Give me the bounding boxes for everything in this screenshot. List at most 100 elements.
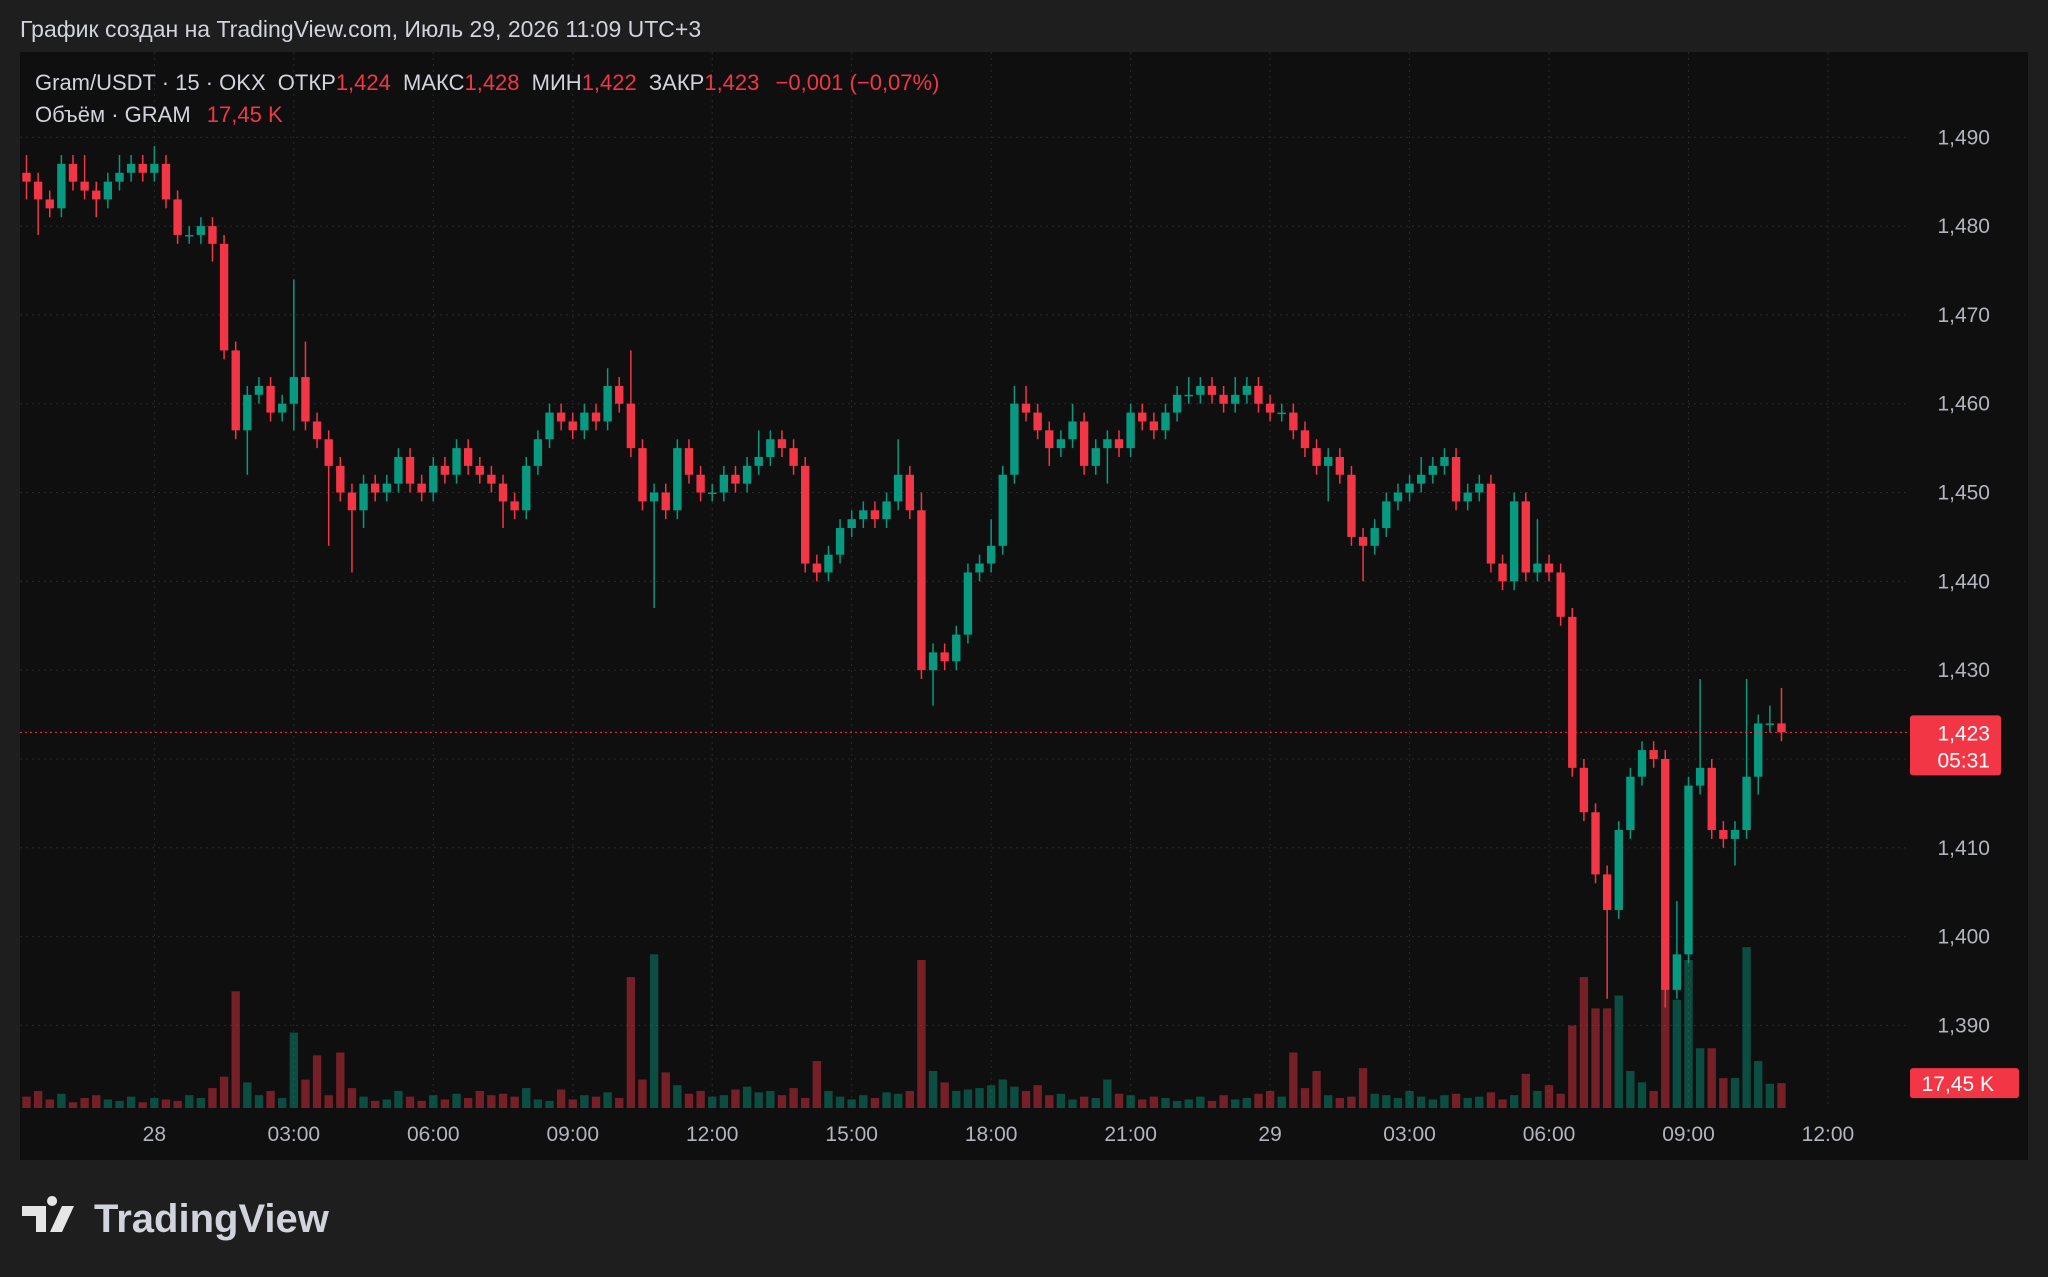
volume-bar — [22, 1096, 31, 1108]
volume-bar — [1358, 1068, 1368, 1108]
candle-body — [103, 181, 113, 200]
volume-bar — [1335, 1098, 1345, 1108]
candle-body — [1707, 767, 1716, 831]
volume-bar — [801, 1098, 810, 1108]
volume-bar — [824, 1090, 833, 1108]
candle-body — [940, 652, 949, 662]
candle-body — [1033, 412, 1042, 431]
volume-bar — [1324, 1095, 1333, 1108]
candle-body — [1335, 456, 1345, 475]
volume-bar — [1138, 1099, 1147, 1108]
candle-body — [1056, 439, 1066, 449]
volume-bar — [429, 1095, 438, 1108]
volume-bar — [138, 1102, 147, 1108]
low-value: 1,422 — [582, 70, 637, 95]
volume-bar — [80, 1098, 89, 1108]
volume-bar — [68, 1102, 78, 1108]
candle-body — [1010, 403, 1019, 475]
volume-bar — [1428, 1099, 1437, 1108]
volume-bar — [568, 1099, 577, 1108]
x-tick-label: 06:00 — [1523, 1123, 1576, 1146]
candle-body — [359, 483, 368, 511]
volume-bar — [789, 1088, 798, 1108]
volume-bar — [1672, 999, 1682, 1108]
candle-body — [1544, 563, 1554, 573]
candle-body — [475, 465, 484, 475]
volume-bar — [278, 1098, 287, 1108]
volume-bar — [975, 1088, 984, 1108]
volume-bar — [1533, 1090, 1542, 1108]
candle-body — [638, 448, 647, 502]
volume-bar — [1777, 1083, 1786, 1108]
candle-body — [405, 456, 415, 484]
volume-bar — [1730, 1078, 1740, 1108]
volume-bar — [475, 1090, 484, 1108]
candle-body — [1231, 394, 1240, 404]
candle-body — [1219, 394, 1228, 404]
volume-bar — [1556, 1093, 1565, 1108]
candle-body — [161, 163, 171, 200]
volume-bar — [1568, 1025, 1577, 1108]
candle-body — [1103, 439, 1112, 449]
volume-bar — [1242, 1098, 1252, 1108]
volume-bar — [1626, 1070, 1635, 1108]
volume-bar — [312, 1055, 322, 1108]
volume-bar — [1684, 959, 1693, 1108]
volume-bar — [719, 1095, 729, 1108]
volume-bar — [986, 1085, 996, 1108]
candle-body — [742, 465, 752, 484]
candle-body — [847, 519, 856, 529]
volume-bar — [1417, 1096, 1426, 1108]
ohlc-legend: Gram/USDT · 15 · OKX ОТКР1,424 МАКС1,428… — [35, 70, 939, 95]
candle-body — [1533, 563, 1542, 573]
candle-body — [312, 421, 322, 440]
candle-body — [905, 474, 914, 511]
candle-body — [708, 492, 717, 495]
volume-bar — [510, 1096, 519, 1108]
candle-body — [545, 412, 554, 440]
volume-bar — [731, 1089, 740, 1108]
candle-body — [208, 226, 217, 244]
candle-body — [68, 163, 78, 182]
symbol: Gram/USDT · 15 · OKX — [35, 70, 266, 95]
candle-body — [1207, 385, 1217, 395]
volume-bar — [173, 1100, 182, 1108]
volume-bar — [266, 1090, 275, 1108]
candle-body — [126, 163, 136, 173]
volume-bar — [440, 1099, 450, 1108]
candle-body — [463, 448, 473, 466]
volume-bar — [626, 977, 636, 1108]
candle-body — [533, 439, 543, 466]
candle-body — [1172, 394, 1182, 413]
y-tick-label: 1,480 — [1937, 215, 1990, 238]
candle-body — [429, 465, 438, 493]
candle-body — [719, 474, 729, 493]
candle-body — [882, 501, 891, 520]
volume-bar — [231, 991, 240, 1108]
x-tick-label: 09:00 — [546, 1123, 599, 1146]
volume-bar — [1661, 959, 1670, 1108]
countdown-label: 05:31 — [1937, 749, 1990, 772]
y-tick-label: 1,470 — [1937, 304, 1990, 327]
candle-body — [754, 456, 763, 466]
volume-bar — [591, 1096, 601, 1108]
candle-body — [952, 634, 961, 662]
candle-body — [57, 163, 66, 209]
volume-bar — [684, 1093, 694, 1108]
volume-bar — [661, 1072, 670, 1108]
volume-bar — [1742, 947, 1751, 1108]
volume-bar — [1021, 1090, 1031, 1108]
volume-bar — [522, 1088, 531, 1108]
candle-body — [1556, 572, 1565, 617]
low-label: МИН — [532, 70, 582, 95]
volume-bar — [289, 1032, 299, 1108]
volume-bar — [545, 1100, 554, 1108]
candle-body — [1451, 456, 1461, 502]
candle-body — [928, 652, 938, 671]
volume-bar — [1509, 1095, 1519, 1108]
candle-body — [1324, 456, 1333, 466]
volume-bar — [893, 1093, 903, 1108]
candle-body — [452, 448, 461, 475]
volume-bar — [1056, 1093, 1066, 1108]
